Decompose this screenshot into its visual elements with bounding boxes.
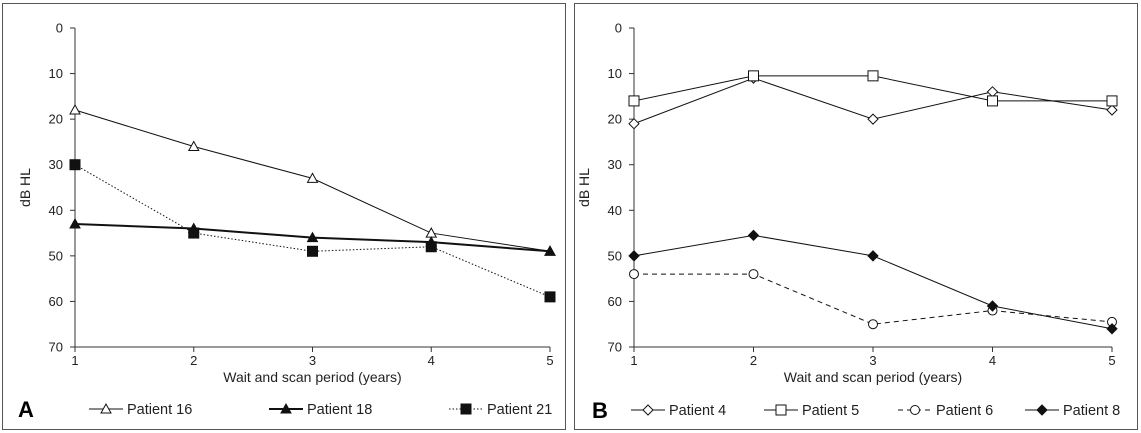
legend-label: Patient 5: [802, 403, 859, 419]
data-point-patient-8: [867, 250, 879, 262]
data-point-patient-18: [69, 217, 81, 229]
y-tick-label: 0: [56, 21, 63, 36]
legend-label: Patient 16: [127, 402, 192, 418]
data-point-patient-8: [747, 229, 760, 242]
data-point-patient-16: [69, 103, 81, 115]
x-tick-label: 4: [428, 353, 435, 368]
legend-marker: [775, 404, 787, 416]
legend-label: Patient 21: [487, 402, 552, 418]
legend-item-patient-4: Patient 4: [631, 403, 726, 419]
legend-item-patient-16: Patient 16: [89, 402, 192, 418]
series-patient-8: [628, 229, 1118, 335]
panel-label-b: B: [592, 398, 608, 423]
series-patient-5: [628, 70, 1118, 107]
data-point-patient-4: [867, 113, 879, 125]
legend-label: Patient 6: [936, 403, 993, 419]
y-tick-label: 20: [49, 112, 63, 127]
y-tick-label: 40: [608, 203, 622, 218]
legend-label: Patient 4: [669, 403, 726, 419]
y-tick-label: 50: [49, 248, 63, 263]
series-line-patient-6: [634, 273, 1113, 325]
data-point-patient-21: [544, 291, 556, 303]
data-point-patient-16: [187, 140, 200, 151]
data-point-patient-21: [69, 159, 81, 171]
data-point-patient-8: [1106, 323, 1118, 335]
y-tick-label: 10: [49, 66, 63, 81]
y-tick-label: 70: [608, 340, 622, 355]
data-point-patient-8: [628, 250, 640, 262]
y-axis-title: dB HL: [17, 168, 33, 207]
x-tick-label: 2: [750, 353, 757, 368]
y-tick-label: 30: [49, 157, 63, 172]
data-point-patient-21: [188, 227, 200, 239]
y-tick-label: 40: [49, 203, 63, 218]
data-point-patient-8: [986, 300, 999, 312]
chart-b-svg: 0 10 20 30 40 50 60 70 1 2 3 4 5 Wait and scan period…: [576, 21, 1120, 424]
x-tick-label: 5: [1108, 353, 1115, 368]
x-tick-label: 1: [630, 353, 637, 368]
data-point-patient-4: [628, 117, 640, 130]
x-tick-label: 3: [309, 353, 316, 368]
y-tick-label: 30: [608, 157, 622, 172]
chart-panel-b: 0 10 20 30 40 50 60 70 1 2 3 4 5 Wait and scan period…: [574, 3, 1138, 430]
legend-item-patient-21: Patient 21: [449, 402, 552, 418]
x-axis-title: Wait and scan period (years): [784, 369, 962, 385]
panel-label-a: A: [18, 397, 34, 422]
series-line-patient-21: [74, 164, 551, 298]
legend-marker: [1036, 404, 1048, 416]
data-point-patient-5: [748, 70, 759, 82]
data-point-patient-18: [544, 245, 556, 256]
x-axis-title: Wait and scan period (years): [223, 369, 401, 385]
legend-marker: [642, 404, 654, 416]
legend-marker: [910, 405, 920, 415]
data-point-patient-5: [867, 70, 879, 82]
y-tick-label: 10: [608, 66, 622, 81]
legend-item-patient-18: Patient 18: [269, 402, 372, 418]
series-patient-6: [629, 269, 1117, 330]
data-point-patient-6: [629, 269, 639, 280]
y-tick-label: 20: [608, 112, 622, 127]
legend-marker: [460, 403, 472, 415]
data-point-patient-6: [868, 319, 878, 330]
chart-a-svg: 0 10 20 30 40 50 60 70 1 2 3 4 5 Wait and scan period…: [17, 21, 556, 422]
y-tick-label: 50: [608, 248, 622, 263]
y-tick-label: 60: [49, 294, 63, 309]
x-tick-label: 5: [546, 353, 553, 368]
data-point-patient-4: [986, 86, 999, 98]
data-point-patient-21: [307, 245, 318, 257]
series-patient-21: [69, 159, 556, 303]
legend-marker: [100, 402, 112, 414]
y-tick-label: 0: [615, 21, 622, 36]
data-point-patient-18: [306, 231, 319, 243]
legend-label: Patient 18: [307, 402, 372, 418]
x-tick-label: 1: [71, 353, 78, 368]
legend-item-patient-5: Patient 5: [764, 403, 859, 419]
data-point-patient-5: [628, 95, 640, 107]
x-tick-label: 3: [869, 353, 876, 368]
y-tick-label: 70: [49, 340, 63, 355]
y-tick-label: 60: [608, 294, 622, 309]
data-point-patient-16: [425, 227, 438, 238]
series-line-patient-8: [633, 234, 1113, 330]
legend-item-patient-6: Patient 6: [898, 403, 993, 419]
legend-item-patient-8: Patient 8: [1025, 403, 1120, 419]
legend-label: Patient 8: [1063, 403, 1120, 419]
data-point-patient-6: [748, 269, 759, 280]
data-point-patient-16: [306, 172, 319, 183]
data-point-patient-4: [1106, 104, 1118, 116]
legend-marker: [280, 402, 292, 414]
data-point-patient-5: [1106, 95, 1118, 107]
x-tick-label: 4: [989, 353, 996, 368]
data-point-patient-5: [987, 95, 998, 107]
x-tick-label: 2: [190, 353, 197, 368]
y-axis-title: dB HL: [576, 168, 592, 207]
chart-panel-a: 0 10 20 30 40 50 60 70 1 2 3 4 5 Wait and scan period…: [2, 3, 566, 430]
data-point-patient-21: [425, 241, 437, 253]
